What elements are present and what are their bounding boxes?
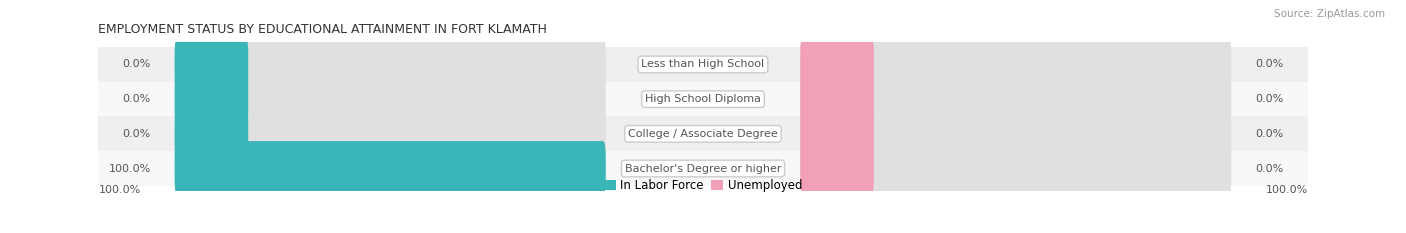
Bar — [98, 151, 1308, 186]
FancyBboxPatch shape — [174, 141, 606, 196]
Text: 100.0%: 100.0% — [1265, 185, 1308, 195]
FancyBboxPatch shape — [800, 72, 875, 127]
FancyBboxPatch shape — [800, 37, 875, 92]
Text: 0.0%: 0.0% — [122, 59, 150, 69]
Text: Bachelor's Degree or higher: Bachelor's Degree or higher — [624, 164, 782, 174]
FancyBboxPatch shape — [174, 72, 606, 127]
Text: Less than High School: Less than High School — [641, 59, 765, 69]
FancyBboxPatch shape — [800, 37, 1232, 92]
Text: 100.0%: 100.0% — [108, 164, 150, 174]
Text: 0.0%: 0.0% — [122, 129, 150, 139]
FancyBboxPatch shape — [174, 72, 249, 127]
FancyBboxPatch shape — [174, 37, 249, 92]
FancyBboxPatch shape — [800, 141, 1232, 196]
Legend: In Labor Force, Unemployed: In Labor Force, Unemployed — [599, 175, 807, 197]
Bar — [98, 82, 1308, 116]
Text: EMPLOYMENT STATUS BY EDUCATIONAL ATTAINMENT IN FORT KLAMATH: EMPLOYMENT STATUS BY EDUCATIONAL ATTAINM… — [98, 23, 547, 36]
FancyBboxPatch shape — [174, 106, 606, 161]
Text: 0.0%: 0.0% — [1256, 164, 1284, 174]
Bar — [98, 47, 1308, 82]
Text: 0.0%: 0.0% — [122, 94, 150, 104]
FancyBboxPatch shape — [800, 106, 875, 161]
FancyBboxPatch shape — [174, 37, 606, 92]
Text: High School Diploma: High School Diploma — [645, 94, 761, 104]
FancyBboxPatch shape — [800, 141, 875, 196]
Text: College / Associate Degree: College / Associate Degree — [628, 129, 778, 139]
FancyBboxPatch shape — [174, 106, 249, 161]
FancyBboxPatch shape — [800, 72, 1232, 127]
Text: 0.0%: 0.0% — [1256, 59, 1284, 69]
Text: 100.0%: 100.0% — [98, 185, 141, 195]
Text: Source: ZipAtlas.com: Source: ZipAtlas.com — [1274, 9, 1385, 19]
Bar — [98, 116, 1308, 151]
Text: 0.0%: 0.0% — [1256, 94, 1284, 104]
FancyBboxPatch shape — [174, 141, 606, 196]
Text: 0.0%: 0.0% — [1256, 129, 1284, 139]
FancyBboxPatch shape — [800, 106, 1232, 161]
